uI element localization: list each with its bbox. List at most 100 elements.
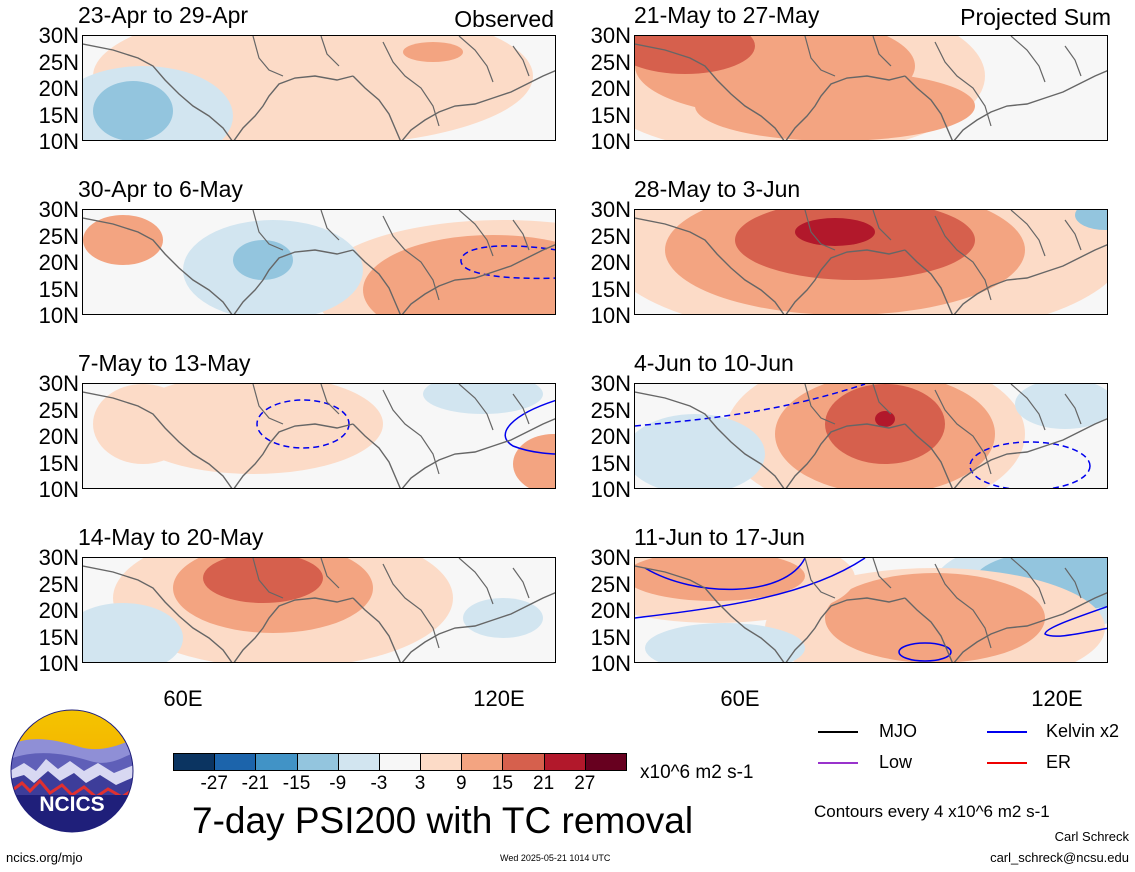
colorbar-swatch — [420, 753, 463, 771]
colorbar-tick-label: -27 — [200, 773, 228, 794]
legend-label-er: ER — [1046, 752, 1072, 772]
colorbar — [173, 753, 627, 771]
lat-label-20n-left-3: 20N — [38, 424, 79, 449]
lat-label-25n-left-2: 25N — [38, 223, 79, 249]
legend-line-kelvin — [987, 731, 1027, 733]
lat-label-15n-left-4: 15N — [38, 624, 79, 650]
colorbar-swatch — [543, 753, 586, 771]
lat-label-30n-left-2: 30N — [38, 197, 79, 222]
legend-line-er — [987, 762, 1027, 764]
colorbar-tick-label: 27 — [574, 773, 596, 794]
ncics-logo: NCICS — [10, 709, 134, 833]
lat-label-25n-right-2: 25N — [590, 223, 631, 249]
lat-label-10n-right-3: 10N — [590, 477, 631, 502]
panel-title-right-3: 4-Jun to 10-Jun — [634, 350, 794, 376]
colorbar-tick-label: -15 — [282, 773, 311, 794]
lat-label-20n-left-4: 20N — [38, 598, 79, 623]
panel-title-left-2: 30-Apr to 6-May — [78, 176, 243, 202]
map-panel-right-2 — [634, 209, 1108, 315]
map-panel-left-2 — [82, 209, 556, 315]
observed-tag: Observed — [454, 6, 554, 32]
legend-label-kelvin: Kelvin x2 — [1046, 721, 1120, 741]
legend-label-low: Low — [879, 752, 913, 772]
map-panel-right-4 — [634, 557, 1108, 663]
lat-label-30n-left-3: 30N — [38, 371, 79, 396]
colorbar-ticks: -27 -21 -15 -9 -3 3 9 15 21 27 — [173, 773, 626, 797]
lon-label-60e-right: 60E — [720, 686, 760, 711]
panel-title-right-1: 21-May to 27-May — [634, 2, 820, 28]
colorbar-swatch — [502, 753, 545, 771]
lat-label-30n-right-4: 30N — [590, 545, 631, 570]
lon-label-60e-left: 60E — [163, 686, 203, 711]
lat-label-10n-left-4: 10N — [38, 651, 79, 676]
map-panel-right-3 — [634, 383, 1108, 489]
lat-label-15n-right-2: 15N — [590, 276, 631, 302]
lat-label-10n-left-1: 10N — [38, 129, 79, 154]
projected-sum-tag: Projected Sum — [960, 4, 1111, 30]
lon-label-120e-left: 120E — [473, 686, 525, 711]
lat-label-30n-left-4: 30N — [38, 545, 79, 570]
colorbar-tick-label: 15 — [491, 773, 514, 794]
map-panel-left-4 — [82, 557, 556, 663]
colorbar-tick-label: 9 — [455, 773, 467, 794]
lat-label-15n-right-4: 15N — [590, 624, 631, 650]
panel-title-right-2: 28-May to 3-Jun — [634, 176, 801, 202]
colorbar-swatch — [214, 753, 257, 771]
map-panel-right-1 — [634, 35, 1108, 141]
lat-label-25n-left-4: 25N — [38, 571, 79, 597]
map-panel-left-1 — [82, 35, 556, 141]
lat-label-25n-right-1: 25N — [590, 49, 631, 75]
colorbar-swatch — [378, 753, 422, 771]
colorbar-swatch — [584, 753, 627, 771]
lat-label-10n-right-4: 10N — [590, 651, 631, 676]
lon-label-120e-right: 120E — [1031, 686, 1083, 711]
map-panel-left-3 — [82, 383, 556, 489]
lat-label-20n-right-4: 20N — [590, 598, 631, 623]
colorbar-swatch — [296, 753, 339, 771]
colorbar-swatch — [173, 753, 216, 771]
lat-label-10n-right-1: 10N — [590, 129, 631, 154]
lat-label-30n-right-3: 30N — [590, 371, 631, 396]
main-title: 7-day PSI200 with TC removal — [192, 800, 694, 841]
footer-timestamp: Wed 2025-05-21 1014 UTC — [500, 853, 611, 863]
author-name: Carl Schreck — [1054, 829, 1129, 844]
lat-label-25n-left-1: 25N — [38, 49, 79, 75]
colorbar-tick-label: 3 — [414, 773, 426, 794]
contours-note: Contours every 4 x10^6 m2 s-1 — [814, 802, 1050, 821]
panel-title-left-1: 23-Apr to 29-Apr — [78, 2, 249, 28]
lat-label-15n-left-3: 15N — [38, 450, 79, 476]
footer-url[interactable]: ncics.org/mjo — [6, 850, 83, 865]
colorbar-tick-label: 21 — [533, 773, 555, 794]
lat-label-20n-right-3: 20N — [590, 424, 631, 449]
lat-label-15n-right-3: 15N — [590, 450, 631, 476]
lat-label-20n-right-2: 20N — [590, 250, 631, 275]
colorbar-swatch — [255, 753, 298, 771]
lat-label-25n-right-3: 25N — [590, 397, 631, 423]
lat-label-20n-left-2: 20N — [38, 250, 79, 275]
lat-label-20n-left-1: 20N — [38, 76, 79, 101]
author-email: carl_schreck@ncsu.edu — [990, 850, 1129, 865]
lat-label-10n-left-2: 10N — [38, 303, 79, 328]
lat-label-30n-left-1: 30N — [38, 23, 79, 48]
lat-label-15n-left-1: 15N — [38, 102, 79, 128]
lat-label-30n-right-2: 30N — [590, 197, 631, 222]
colorbar-tick-label: -3 — [370, 773, 388, 794]
lat-label-25n-left-3: 25N — [38, 397, 79, 423]
lat-label-30n-right-1: 30N — [590, 23, 631, 48]
colorbar-swatch — [337, 753, 380, 771]
legend-line-mjo — [818, 731, 858, 733]
colorbar-tick-label: -21 — [241, 773, 270, 794]
lat-label-10n-left-3: 10N — [38, 477, 79, 502]
lat-label-25n-right-4: 25N — [590, 571, 631, 597]
lat-label-20n-right-1: 20N — [590, 76, 631, 101]
colorbar-swatch — [461, 753, 504, 771]
panel-title-left-3: 7-May to 13-May — [78, 350, 251, 376]
panel-title-right-4: 11-Jun to 17-Jun — [634, 524, 805, 550]
legend-line-low — [818, 762, 858, 764]
ncics-logo-text: NCICS — [39, 793, 105, 816]
colorbar-units: x10^6 m2 s-1 — [640, 762, 754, 783]
lat-label-15n-left-2: 15N — [38, 276, 79, 302]
lat-label-10n-right-2: 10N — [590, 303, 631, 328]
panel-title-left-4: 14-May to 20-May — [78, 524, 264, 550]
legend-label-mjo: MJO — [879, 721, 917, 741]
